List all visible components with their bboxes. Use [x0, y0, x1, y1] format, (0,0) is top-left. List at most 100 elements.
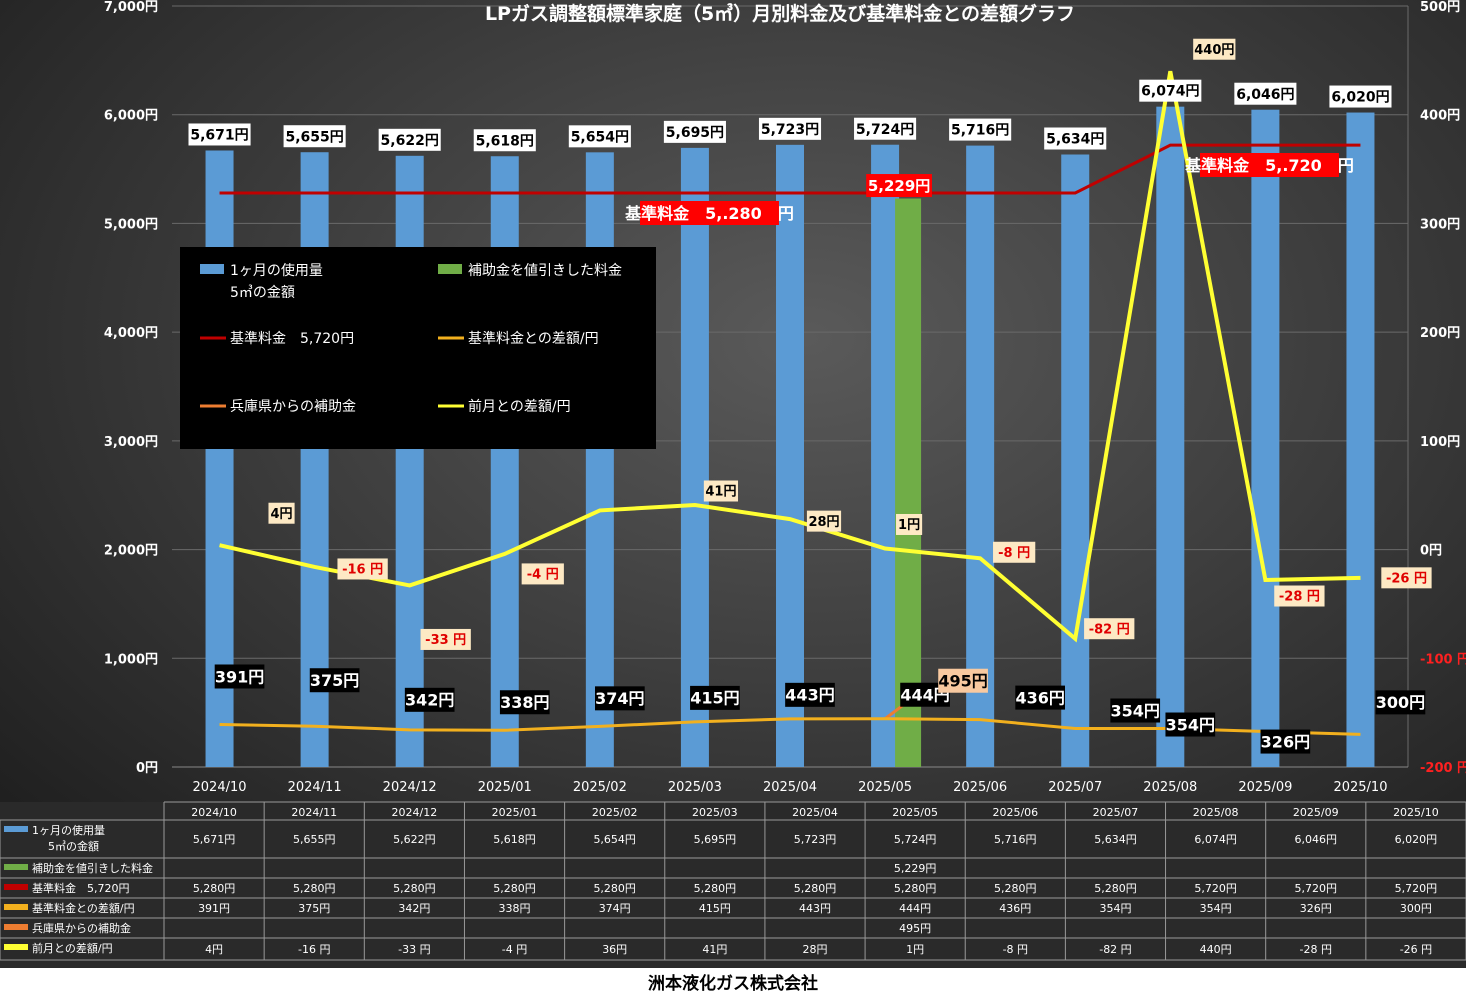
table-cell: 436円: [999, 902, 1031, 915]
table-cell: 354円: [1099, 902, 1131, 915]
diff-standard-label-box: [690, 685, 740, 710]
x-tick-label: 2025/03: [668, 780, 722, 795]
left-axis-tick: 5,000円: [104, 217, 158, 232]
chart-title: LPガス調整額標準家庭（5㎥）月別料金及び基準料金との差額グラフ: [485, 2, 1075, 25]
diff-standard-label: 415円: [690, 689, 739, 708]
table-cell: 300円: [1400, 902, 1432, 915]
left-axis-tick: 4,000円: [104, 326, 158, 341]
table-row-swatch: [4, 944, 28, 950]
table-header-cell: 2025/05: [892, 806, 938, 819]
table-cell: 5,654円: [593, 833, 636, 846]
bar-data-label: 6,046円: [1236, 87, 1294, 103]
month-diff-label-box: [993, 541, 1036, 563]
legend-label: 1ヶ月の使用量: [230, 262, 323, 279]
diff-standard-label-box: [499, 690, 550, 715]
table-cell: 5,716円: [994, 833, 1037, 846]
legend-label: 前月との差額/円: [468, 398, 571, 415]
table-cell: 326円: [1300, 902, 1332, 915]
table-cell: 443円: [799, 902, 831, 915]
table-row-label: 前月との差額/円: [32, 941, 113, 955]
table-row-label: 兵庫県からの補助金: [32, 921, 131, 935]
table-row-label: 1ヶ月の使用量: [32, 824, 105, 837]
month-diff-label: -33 円: [425, 633, 466, 648]
diff-standard-label: 338円: [500, 693, 549, 712]
company-footer: 洲本液化ガス株式会社: [0, 968, 1466, 1000]
line-standard-fee: [219, 143, 1361, 195]
right-axis-tick: -100 円: [1420, 652, 1466, 667]
month-diff-label: 28円: [808, 515, 839, 530]
diff-standard-label: 443円: [785, 686, 834, 705]
x-tick-label: 2024/10: [193, 780, 247, 795]
diff-standard-label: 436円: [1015, 688, 1064, 707]
table-cell: 5,695円: [694, 833, 737, 846]
diff-standard-label: 300円: [1376, 693, 1425, 712]
diff-standard-label-box: [1110, 698, 1161, 723]
bar-data-label-box: [568, 125, 631, 148]
bar-data-label-box: [758, 117, 822, 140]
table-row-swatch: [4, 904, 28, 910]
table-header-cell: 2024/10: [191, 806, 237, 819]
table-cell: -82 円: [1099, 943, 1131, 956]
table-cell: 495円: [899, 922, 931, 935]
month-diff-label: -16 円: [342, 563, 383, 578]
table-cell: 5,280円: [794, 882, 837, 895]
standard-fee-new-label: 基準料金 5,.720 円: [1184, 156, 1354, 175]
diff-standard-label: 444円: [900, 685, 949, 704]
diff-standard-label-box: [1375, 690, 1426, 715]
month-diff-label-box: [1381, 567, 1432, 589]
month-diff-label-box: [806, 510, 842, 532]
standard-fee-new-label-box: [1200, 153, 1339, 177]
table-row-label: 補助金を値引きした料金: [32, 861, 153, 875]
table-cell: -33 円: [398, 943, 430, 956]
bar-data-label: 5,671円: [190, 128, 248, 144]
right-axis-tick: 100円: [1420, 435, 1460, 450]
prefecture-subsidy-label: 495円: [938, 671, 987, 690]
table-cell: 415円: [699, 902, 731, 915]
table-header-cell: 2025/01: [492, 806, 538, 819]
month-diff-label-box: [268, 502, 295, 524]
standard-fee-old-label-box: [640, 201, 779, 225]
table-cell: 5,618円: [493, 833, 536, 846]
table-cell: 5,280円: [393, 882, 436, 895]
bar-data-label-box: [473, 129, 536, 152]
month-diff-label: 440円: [1194, 43, 1234, 58]
table-cell: 338円: [499, 902, 531, 915]
right-axis-tick: 0円: [1420, 544, 1442, 559]
bar-data-label: 5,695円: [666, 125, 724, 141]
table-cell: 342円: [398, 902, 430, 915]
table-header-cell: 2025/09: [1293, 806, 1339, 819]
table-row-label: 基準料金 5,720円: [32, 881, 130, 895]
table-header-cell: 2025/04: [792, 806, 838, 819]
diff-standard-label: 391円: [215, 667, 264, 686]
month-diff-label: -4 円: [527, 568, 559, 583]
table-cell: 5,280円: [493, 882, 536, 895]
bar-data-label-box: [1044, 127, 1107, 150]
bar-data-label: 5,655円: [285, 129, 343, 145]
right-axis-tick: -200 円: [1420, 761, 1466, 776]
table-cell: 5,280円: [293, 882, 336, 895]
table-row-label: 基準料金との差額/円: [32, 901, 135, 915]
table-cell: 5,723円: [794, 833, 837, 846]
month-diff-label: 41円: [705, 485, 736, 500]
bar-usage: [1346, 112, 1375, 768]
table-row-swatch: [4, 884, 28, 890]
table-cell: 6,074円: [1194, 833, 1237, 846]
month-diff-label-box: [703, 480, 739, 502]
left-axis-tick: 3,000円: [104, 435, 158, 450]
legend-label: 基準料金 5,720円: [230, 330, 354, 347]
legend-label: 兵庫県からの補助金: [230, 398, 356, 415]
bar-usage: [1251, 109, 1280, 767]
x-tick-label: 2024/12: [383, 780, 437, 795]
month-diff-label: -8 円: [998, 546, 1030, 561]
diff-standard-label: 375円: [310, 671, 359, 690]
bar-data-label-box: [663, 120, 726, 143]
diff-standard-label-box: [214, 664, 265, 689]
table-header-cell: 2025/08: [1193, 806, 1239, 819]
legend-swatch: [438, 264, 462, 274]
table-header-cell: 2024/12: [392, 806, 438, 819]
table-cell: 5,720円: [1194, 882, 1237, 895]
table-cell: 5,720円: [1395, 882, 1438, 895]
x-tick-label: 2025/09: [1238, 780, 1292, 795]
chart-svg: 0円 1,000円 2,000円 3,000円 4,000円 5,000円 6,000円 7,…: [0, 0, 1466, 968]
legend-swatch: [200, 264, 224, 274]
